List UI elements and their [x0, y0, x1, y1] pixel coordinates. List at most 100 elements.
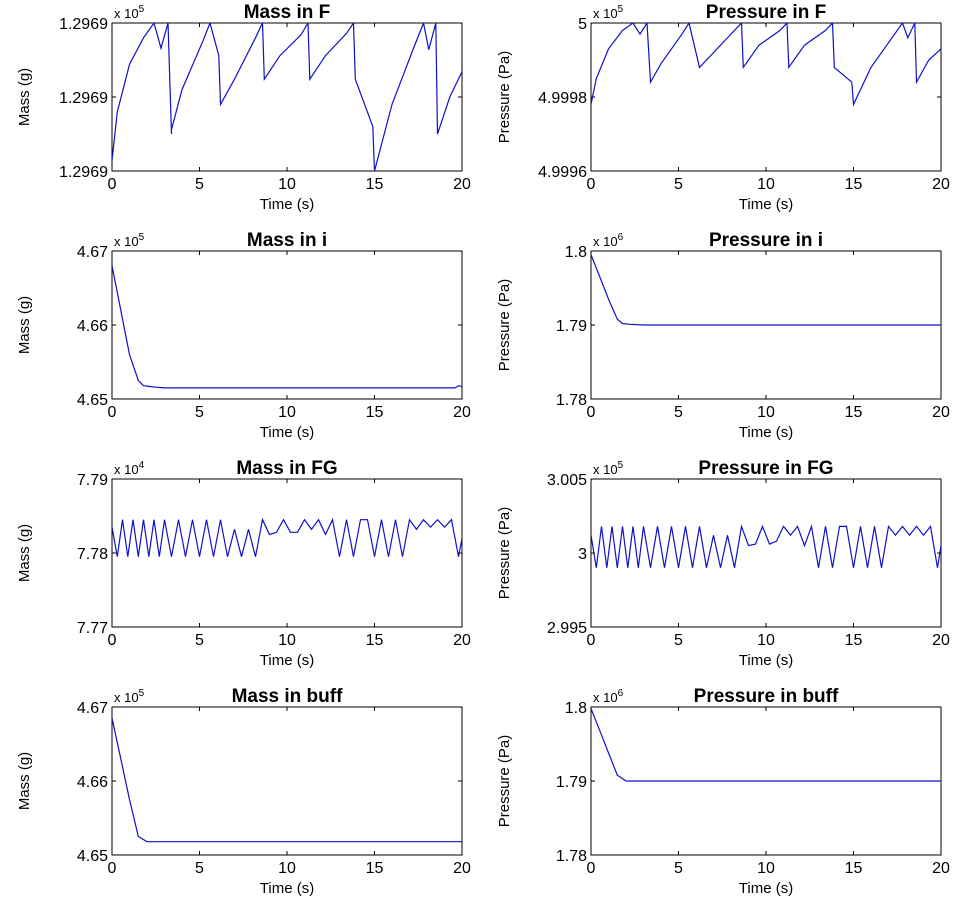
y-axis-label: Mass (g) [16, 296, 33, 354]
exponent-power: 6 [618, 232, 624, 243]
x-tick-label: 15 [366, 176, 384, 193]
exponent-power: 5 [139, 232, 145, 243]
y-tick-label: 1.78 [556, 848, 587, 865]
chart-title: Pressure in F [706, 2, 826, 23]
axes-box [590, 22, 942, 172]
subplot-7: 0 5 10 15 204.654.664.67x 105 Mass in buffTim… [16, 686, 471, 897]
axis-exponent: x 106 [593, 232, 624, 249]
y-tick-label: 1.2969 [59, 164, 108, 181]
x-tick-label: 20 [932, 176, 950, 193]
x-tick-label: 15 [845, 404, 863, 421]
subplot-8: 0 5 10 15 20 1.78 1.79 1.8 x 106 Pressure in buff… [496, 686, 950, 897]
x-tick-label: 10 [278, 404, 296, 421]
x-tick-label: 15 [845, 176, 863, 193]
series-line [591, 254, 941, 326]
x-tick-label: 15 [845, 860, 863, 877]
y-tick-label: 4.67 [77, 244, 108, 261]
x-tick-label: 10 [278, 632, 296, 649]
exponent-base: x 10 [114, 690, 139, 705]
chart-title: Pressure in FG [698, 458, 833, 479]
axis-exponent: x 106 [593, 688, 624, 705]
x-tick-label: 0 [587, 176, 596, 193]
x-tick-label: 5 [674, 176, 683, 193]
x-tick-label: 0 [108, 404, 117, 421]
y-tick-label: 1.79 [556, 318, 587, 335]
x-tick-label: 15 [366, 632, 384, 649]
axis-exponent: x 105 [114, 688, 145, 705]
series-line [112, 23, 462, 171]
y-tick-label: 2.995 [547, 620, 587, 637]
x-tick-label: 20 [453, 632, 471, 649]
x-tick-label: 20 [932, 860, 950, 877]
y-tick-label: 4.9996 [538, 164, 587, 181]
y-tick-label: 1.8 [565, 244, 587, 261]
y-tick-label: 3.005 [547, 472, 587, 489]
x-tick-label: 0 [108, 176, 117, 193]
x-tick-label: 20 [453, 860, 471, 877]
x-tick-label: 5 [195, 176, 204, 193]
y-tick-label: 4.66 [77, 774, 108, 791]
chart-title: Mass in F [244, 2, 331, 23]
x-tick-label: 5 [674, 860, 683, 877]
axis-exponent: x 104 [114, 460, 145, 477]
x-axis-label: Time (s) [739, 424, 793, 441]
exponent-base: x 10 [593, 6, 618, 21]
x-tick-label: 0 [587, 632, 596, 649]
y-tick-label: 3 [578, 546, 587, 563]
chart-title: Mass in buff [232, 686, 344, 707]
x-tick-label: 20 [932, 632, 950, 649]
exponent-power: 5 [139, 688, 145, 699]
x-axis-label: Time (s) [260, 196, 314, 213]
exponent-power: 5 [618, 4, 624, 15]
y-tick-label: 4.67 [77, 700, 108, 717]
x-tick-label: 5 [195, 404, 204, 421]
y-axis-label: Mass (g) [16, 752, 33, 810]
y-axis-label: Pressure (Pa) [496, 279, 513, 372]
x-axis-label: Time (s) [739, 880, 793, 897]
y-tick-label: 7.78 [77, 546, 108, 563]
series-line [112, 265, 462, 389]
axis-exponent: x 105 [114, 4, 145, 21]
series-line [112, 517, 462, 557]
x-tick-label: 10 [278, 176, 296, 193]
axes-box [111, 22, 463, 172]
y-axis-label: Pressure (Pa) [496, 507, 513, 600]
x-axis-label: Time (s) [260, 424, 314, 441]
y-tick-label: 1.79 [556, 774, 587, 791]
y-tick-label: 4.9998 [538, 90, 587, 107]
x-tick-label: 20 [453, 176, 471, 193]
x-tick-label: 5 [674, 632, 683, 649]
exponent-base: x 10 [114, 234, 139, 249]
y-axis-label: Mass (g) [16, 524, 33, 582]
y-axis-label: Pressure (Pa) [496, 51, 513, 144]
x-tick-label: 10 [757, 176, 775, 193]
x-tick-label: 15 [366, 860, 384, 877]
y-tick-label: 7.77 [77, 620, 108, 637]
y-tick-label: 4.66 [77, 318, 108, 335]
x-tick-label: 10 [278, 860, 296, 877]
series-line [591, 708, 941, 782]
chart-title: Pressure in i [709, 230, 823, 251]
y-tick-label: 5 [578, 16, 587, 33]
x-axis-label: Time (s) [260, 880, 314, 897]
series-line [112, 717, 462, 843]
x-tick-label: 0 [108, 860, 117, 877]
chart-title: Mass in i [247, 230, 327, 251]
x-tick-label: 0 [587, 860, 596, 877]
x-tick-label: 5 [674, 404, 683, 421]
x-tick-label: 20 [932, 404, 950, 421]
y-tick-label: 1.2969 [59, 16, 108, 33]
x-tick-label: 10 [757, 860, 775, 877]
exponent-power: 5 [139, 4, 145, 15]
x-tick-label: 10 [757, 404, 775, 421]
axis-exponent: x 105 [114, 232, 145, 249]
axes-box [590, 478, 942, 628]
x-axis-label: Time (s) [739, 652, 793, 669]
subplot-5: 0 5 10 15 20 7.77 7.78 7.79 x 104 Mass in FG Time … [16, 458, 471, 669]
exponent-base: x 10 [593, 690, 618, 705]
